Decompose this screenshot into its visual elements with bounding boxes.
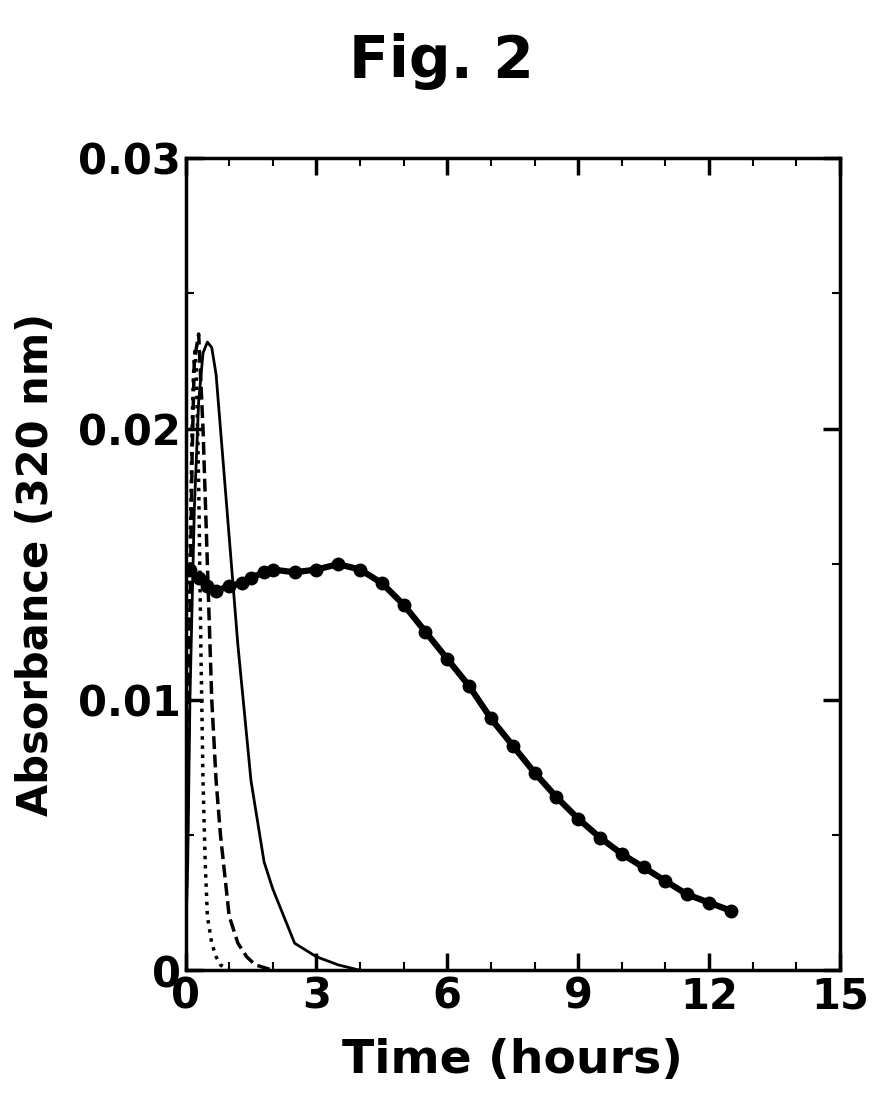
Text: Fig. 2: Fig. 2	[349, 33, 534, 90]
X-axis label: Time (hours): Time (hours)	[342, 1038, 683, 1083]
Y-axis label: Absorbance (320 nm): Absorbance (320 nm)	[15, 313, 57, 816]
